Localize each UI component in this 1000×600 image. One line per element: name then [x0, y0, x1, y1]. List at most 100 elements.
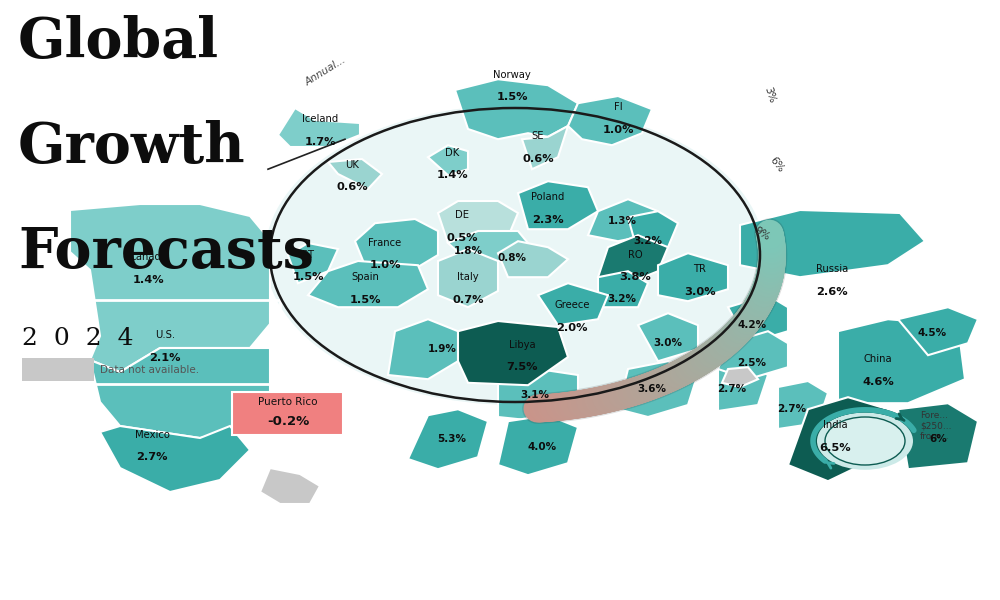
- Text: 1.5%: 1.5%: [292, 272, 324, 283]
- Text: 3%: 3%: [762, 85, 777, 104]
- Text: 3.0%: 3.0%: [654, 338, 682, 348]
- Text: SE: SE: [532, 131, 544, 141]
- Text: 3.2%: 3.2%: [634, 236, 662, 246]
- Text: Global: Global: [18, 15, 219, 70]
- Polygon shape: [722, 367, 758, 387]
- Polygon shape: [328, 159, 382, 189]
- Text: -0.2%: -0.2%: [267, 415, 309, 428]
- Text: 2  0  2  4: 2 0 2 4: [22, 327, 134, 350]
- Text: 2.0%: 2.0%: [556, 323, 588, 333]
- Text: 1.5%: 1.5%: [349, 295, 381, 305]
- Text: 4.2%: 4.2%: [737, 320, 767, 330]
- Text: Canada: Canada: [129, 252, 167, 262]
- Text: 6%: 6%: [929, 434, 947, 444]
- Text: Greece: Greece: [554, 300, 590, 310]
- Text: 0.7%: 0.7%: [452, 295, 484, 305]
- Polygon shape: [740, 210, 925, 277]
- Polygon shape: [638, 313, 698, 361]
- Polygon shape: [522, 126, 568, 169]
- Polygon shape: [438, 249, 498, 307]
- Polygon shape: [498, 415, 578, 475]
- Polygon shape: [788, 397, 888, 481]
- Text: 0.6%: 0.6%: [522, 154, 554, 164]
- Text: 6%: 6%: [768, 155, 786, 175]
- Text: 9%: 9%: [752, 226, 771, 242]
- Polygon shape: [498, 369, 578, 421]
- Text: 1.9%: 1.9%: [428, 344, 456, 354]
- Polygon shape: [498, 241, 568, 277]
- Polygon shape: [448, 231, 528, 261]
- Text: PT: PT: [302, 250, 314, 260]
- Text: FI: FI: [614, 102, 622, 112]
- Polygon shape: [658, 253, 728, 301]
- Text: 5.3%: 5.3%: [438, 434, 466, 444]
- Text: 2.7%: 2.7%: [717, 384, 747, 394]
- Text: Puerto Rico: Puerto Rico: [258, 397, 318, 407]
- Polygon shape: [455, 79, 578, 139]
- Text: 2.7%: 2.7%: [777, 404, 807, 414]
- Text: 3.6%: 3.6%: [638, 384, 666, 394]
- Polygon shape: [355, 219, 438, 273]
- Bar: [90, 300, 280, 384]
- Polygon shape: [568, 96, 652, 145]
- Text: Libya: Libya: [509, 340, 535, 350]
- Text: 3.8%: 3.8%: [619, 272, 651, 283]
- Text: 1.5%: 1.5%: [496, 92, 528, 103]
- Polygon shape: [538, 283, 608, 325]
- Polygon shape: [718, 331, 788, 379]
- Text: 4.6%: 4.6%: [862, 377, 894, 387]
- Text: 2.5%: 2.5%: [738, 358, 767, 368]
- Polygon shape: [288, 243, 338, 283]
- Text: Russia: Russia: [816, 264, 848, 274]
- Text: DK: DK: [445, 148, 459, 158]
- Polygon shape: [428, 145, 468, 175]
- Polygon shape: [388, 319, 458, 379]
- Polygon shape: [598, 271, 648, 307]
- Text: Growth: Growth: [18, 120, 246, 175]
- Circle shape: [265, 105, 765, 405]
- Text: 1.8%: 1.8%: [454, 246, 482, 256]
- Text: 3.1%: 3.1%: [520, 390, 550, 400]
- Polygon shape: [618, 361, 698, 417]
- Polygon shape: [728, 295, 788, 343]
- Text: TR: TR: [694, 264, 706, 274]
- Polygon shape: [838, 319, 965, 403]
- Text: U.S.: U.S.: [155, 330, 175, 340]
- Text: 6.5%: 6.5%: [819, 443, 851, 453]
- Polygon shape: [278, 108, 360, 147]
- Polygon shape: [518, 181, 598, 229]
- Text: Fore...
$250...
from...: Fore... $250... from...: [920, 411, 952, 441]
- Text: Spain: Spain: [351, 272, 379, 282]
- Text: RO: RO: [628, 250, 642, 260]
- FancyBboxPatch shape: [232, 392, 343, 435]
- Text: Italy: Italy: [457, 272, 479, 282]
- Text: 0.8%: 0.8%: [498, 253, 526, 263]
- Polygon shape: [260, 468, 320, 504]
- Text: 2.3%: 2.3%: [532, 215, 564, 225]
- Polygon shape: [778, 381, 828, 429]
- Text: Mexico: Mexico: [135, 430, 169, 440]
- Polygon shape: [898, 307, 978, 355]
- Text: France: France: [368, 238, 402, 248]
- Text: Poland: Poland: [531, 192, 565, 202]
- Text: India: India: [823, 420, 847, 430]
- Polygon shape: [598, 235, 668, 283]
- Text: 2.6%: 2.6%: [816, 287, 848, 297]
- Polygon shape: [90, 348, 270, 438]
- Text: 0.6%: 0.6%: [336, 182, 368, 193]
- Polygon shape: [628, 211, 678, 253]
- Text: 4.5%: 4.5%: [917, 328, 947, 338]
- Text: 2.1%: 2.1%: [149, 353, 181, 363]
- Polygon shape: [308, 261, 428, 307]
- Text: 1.0%: 1.0%: [602, 125, 634, 135]
- Text: China: China: [864, 354, 892, 364]
- Text: Annual...: Annual...: [303, 55, 347, 87]
- Text: Norway: Norway: [493, 70, 531, 80]
- Polygon shape: [458, 321, 568, 385]
- Text: 1.7%: 1.7%: [304, 137, 336, 147]
- Polygon shape: [70, 204, 270, 372]
- Polygon shape: [718, 363, 768, 411]
- Text: 4.0%: 4.0%: [527, 442, 557, 452]
- Bar: [22, 358, 94, 381]
- Text: 3.0%: 3.0%: [684, 287, 716, 297]
